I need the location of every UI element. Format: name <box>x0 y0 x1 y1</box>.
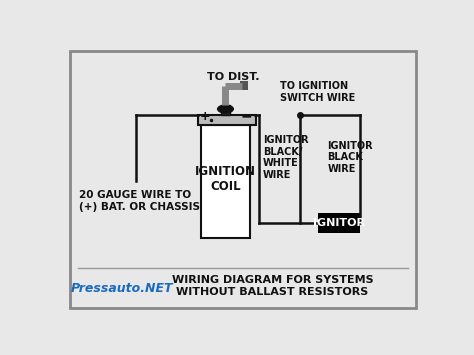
Bar <box>198 115 256 125</box>
Bar <box>221 105 230 115</box>
Text: IGNITOR
BLACK/
WHITE
WIRE: IGNITOR BLACK/ WHITE WIRE <box>263 135 309 180</box>
Bar <box>318 213 360 233</box>
Bar <box>201 125 250 238</box>
Text: +: + <box>200 110 210 123</box>
Text: Pressauto.NET: Pressauto.NET <box>71 282 173 295</box>
Text: 20 GAUGE WIRE TO
(+) BAT. OR CHASSIS: 20 GAUGE WIRE TO (+) BAT. OR CHASSIS <box>80 190 201 212</box>
Text: TO IGNITION
SWITCH WIRE: TO IGNITION SWITCH WIRE <box>280 81 355 103</box>
Bar <box>240 81 248 91</box>
Text: IGNITION
COIL: IGNITION COIL <box>195 165 256 193</box>
Text: TO DIST.: TO DIST. <box>207 72 259 82</box>
Text: IGNITOR: IGNITOR <box>313 218 365 228</box>
Ellipse shape <box>217 104 234 114</box>
Text: −: − <box>240 109 252 123</box>
Text: WIRING DIAGRAM FOR SYSTEMS
WITHOUT BALLAST RESISTORS: WIRING DIAGRAM FOR SYSTEMS WITHOUT BALLA… <box>172 275 373 297</box>
Text: IGNITOR
BLACK
WIRE: IGNITOR BLACK WIRE <box>328 141 373 174</box>
